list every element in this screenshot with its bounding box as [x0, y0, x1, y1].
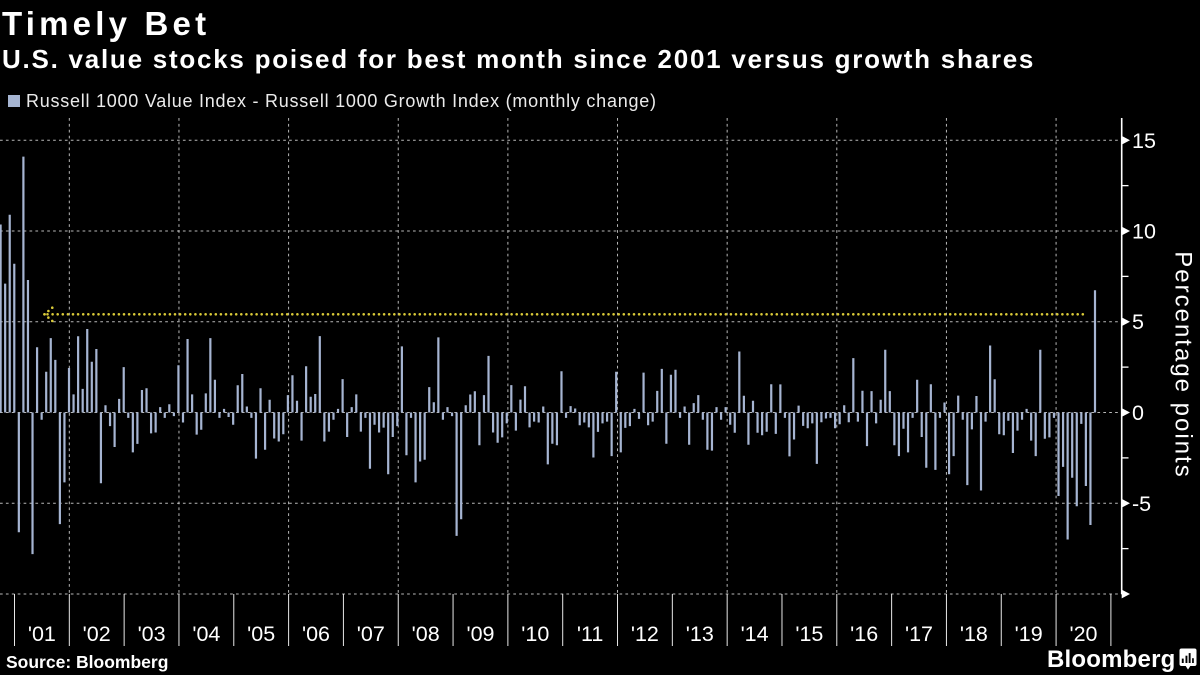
svg-text:'14: '14	[741, 622, 769, 646]
svg-text:'19: '19	[1015, 622, 1043, 646]
svg-text:'12: '12	[631, 622, 659, 646]
svg-text:'05: '05	[247, 622, 275, 646]
svg-text:'15: '15	[795, 622, 823, 646]
svg-text:10: 10	[1132, 220, 1156, 244]
svg-text:'18: '18	[960, 622, 988, 646]
svg-text:'17: '17	[905, 622, 933, 646]
svg-text:'08: '08	[412, 622, 440, 646]
svg-text:'07: '07	[357, 622, 385, 646]
svg-text:'10: '10	[521, 622, 549, 646]
svg-text:'02: '02	[83, 622, 111, 646]
svg-text:Percentage points: Percentage points	[1169, 251, 1196, 478]
svg-text:15: 15	[1132, 129, 1156, 153]
svg-text:0: 0	[1132, 401, 1144, 425]
svg-text:'13: '13	[686, 622, 714, 646]
svg-text:'20: '20	[1069, 622, 1097, 646]
svg-text:-5: -5	[1132, 492, 1151, 516]
svg-text:'11: '11	[577, 622, 603, 646]
svg-text:5: 5	[1132, 310, 1144, 334]
svg-text:'16: '16	[850, 622, 878, 646]
svg-text:'03: '03	[138, 622, 166, 646]
svg-text:'01: '01	[28, 622, 56, 646]
svg-text:'06: '06	[302, 622, 330, 646]
svg-text:'04: '04	[192, 622, 220, 646]
svg-text:'09: '09	[466, 622, 494, 646]
